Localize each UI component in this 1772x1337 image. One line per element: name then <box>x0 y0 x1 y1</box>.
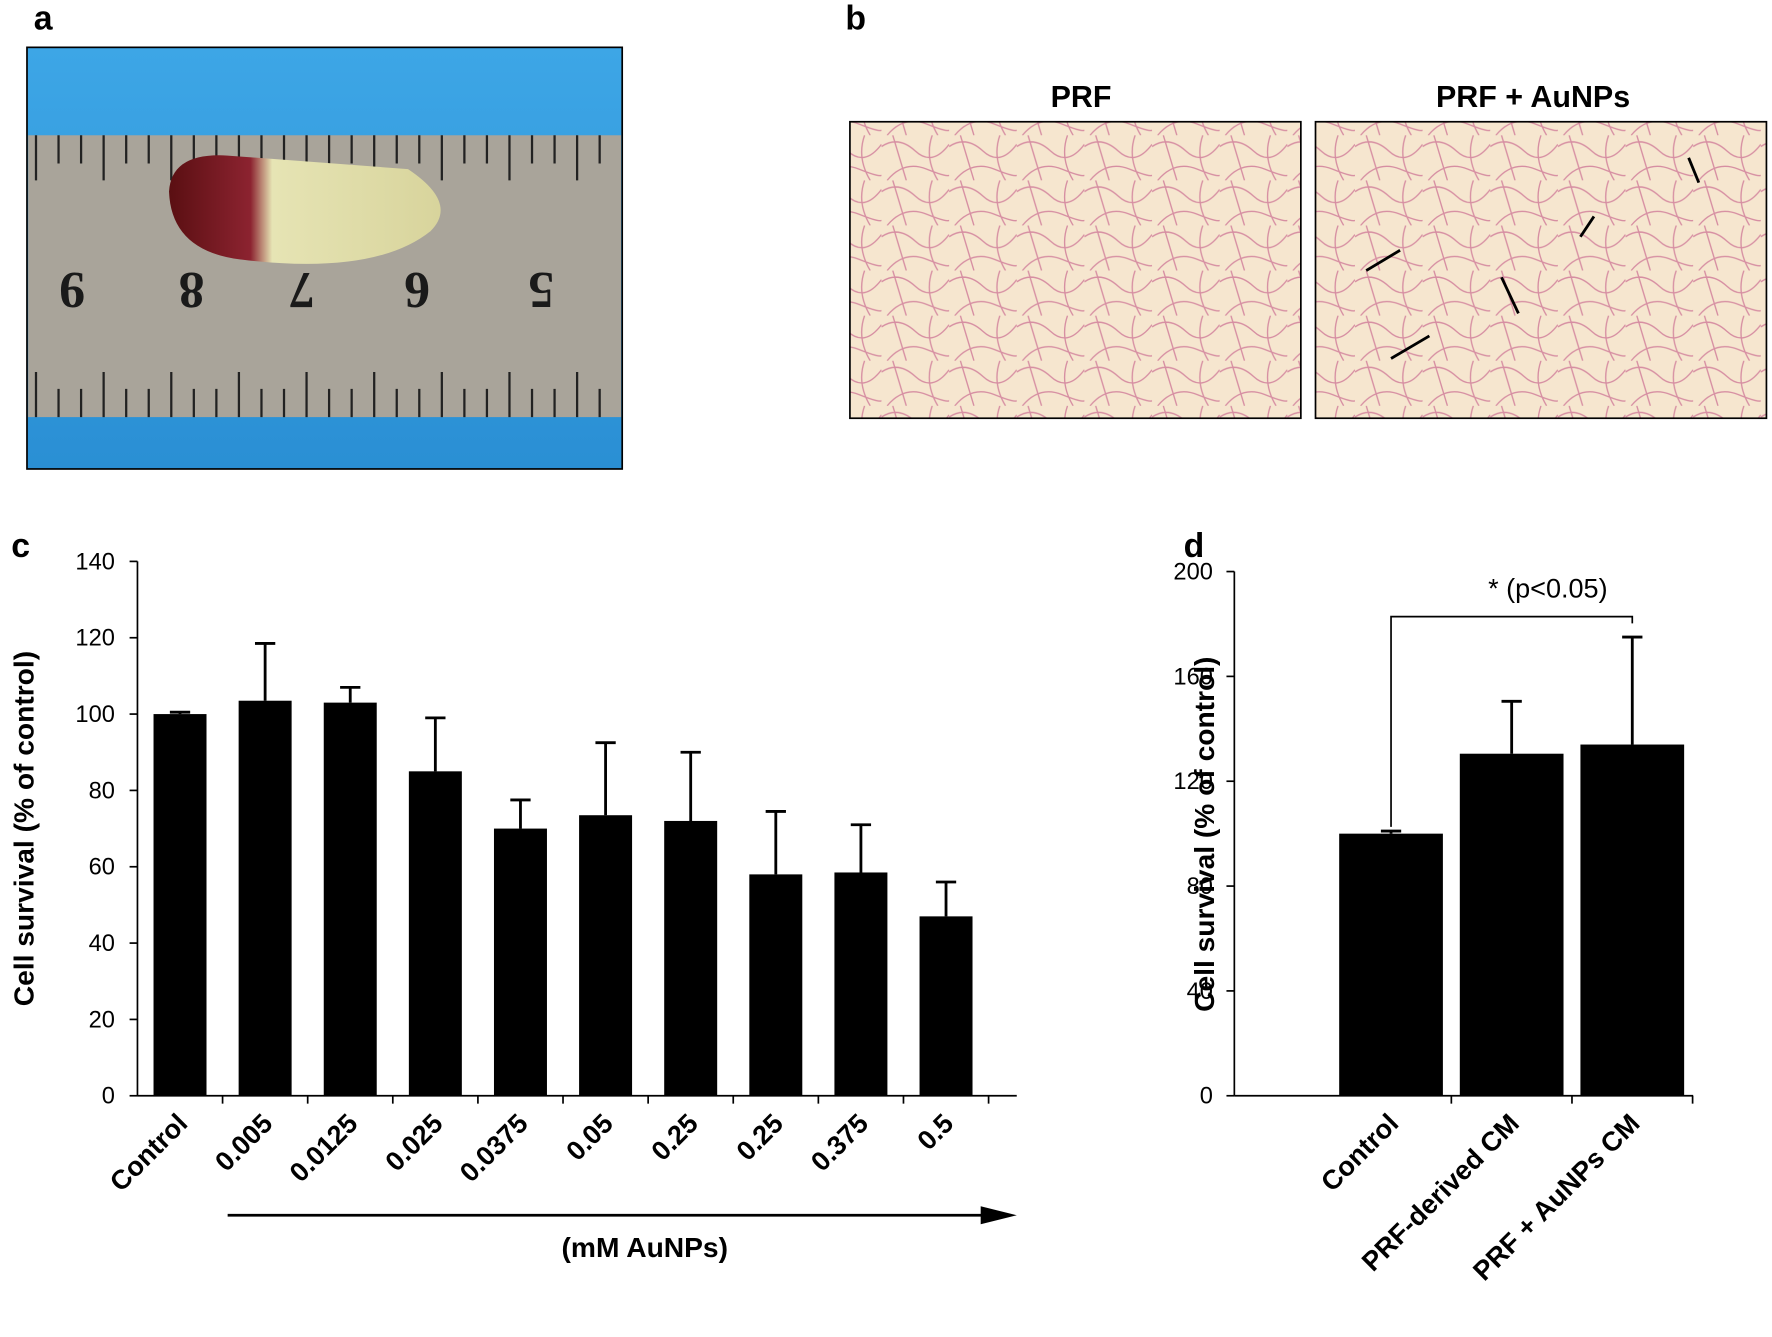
ruler-label: 9 <box>59 261 85 318</box>
panel-label: c <box>11 527 30 565</box>
y-tick-label: 120 <box>75 626 114 652</box>
error-bar <box>254 642 276 701</box>
arrows <box>1365 157 1701 360</box>
micrograph <box>1314 120 1768 420</box>
x-tick-label: Control <box>104 1108 193 1197</box>
error-bar <box>680 750 701 821</box>
y-tick-label: 60 <box>89 855 115 881</box>
photo-title: PRF <box>1051 80 1112 114</box>
y-tick-label: 20 <box>89 1007 115 1033</box>
y-tick-label: 140 <box>75 549 114 575</box>
error-bar <box>850 823 872 873</box>
error-bar <box>510 798 531 829</box>
ruler-label: 5 <box>528 261 554 318</box>
y-tick-label: 200 <box>1173 559 1212 585</box>
error-bar <box>169 710 191 715</box>
bar <box>323 702 377 1096</box>
error-bar <box>935 880 957 917</box>
panel-label: d <box>1184 527 1205 565</box>
error-bar <box>1380 829 1402 834</box>
bar <box>1339 833 1443 1096</box>
bar <box>579 815 633 1096</box>
significance-bracket <box>1390 615 1634 827</box>
bar <box>493 828 547 1096</box>
bar <box>153 714 207 1096</box>
error-bar <box>765 809 786 875</box>
x-tick-label: 0.375 <box>805 1108 874 1177</box>
x-tick-label: 0.25 <box>646 1108 704 1166</box>
arrow-head <box>980 1206 1017 1225</box>
x-tick-label: 0.05 <box>560 1108 618 1166</box>
ruler-label: 6 <box>404 261 430 318</box>
ruler-label: 7 <box>289 261 315 318</box>
photo-title: PRF + AuNPs <box>1436 80 1630 114</box>
y-tick-label: 160 <box>1173 664 1212 690</box>
x-axis-title: (mM AuNPs) <box>562 1231 728 1263</box>
annotation: * (p<0.05) <box>1488 573 1608 603</box>
bar <box>1580 744 1685 1096</box>
x-tick-label: 0.25 <box>731 1108 789 1166</box>
error-bar <box>1622 635 1643 745</box>
y-tick-label: 40 <box>89 931 115 957</box>
y-tick-label: 120 <box>1173 769 1212 795</box>
x-tick-label: 0.5 <box>911 1108 959 1156</box>
bar <box>919 916 973 1096</box>
x-tick-label: 0.025 <box>380 1108 449 1177</box>
bar <box>664 820 718 1096</box>
y-tick-label: 80 <box>89 778 115 804</box>
error-bar <box>1501 699 1522 754</box>
panel-label: b <box>845 0 866 37</box>
y-tick-label: 0 <box>102 1084 115 1110</box>
y-tick-label: 100 <box>75 702 114 728</box>
bar <box>749 874 803 1096</box>
bar <box>408 771 462 1096</box>
photo-a <box>26 46 624 470</box>
y-tick-label: 40 <box>1187 979 1213 1005</box>
x-tick-label: Control <box>1315 1108 1404 1197</box>
y-axis-title: Cell survival (% of control) <box>8 651 40 1006</box>
y-tick-label: 80 <box>1187 874 1213 900</box>
y-tick-label: 0 <box>1200 1084 1213 1110</box>
bar <box>238 700 292 1096</box>
error-bar <box>595 741 616 816</box>
y-axis-title: Cell survival (% of control) <box>1188 657 1220 1012</box>
micrograph <box>849 120 1302 420</box>
ruler-label: 8 <box>179 261 205 318</box>
ruler-labels: 9 8 7 6 5 <box>59 261 554 318</box>
x-tick-label: 0.005 <box>209 1108 278 1177</box>
bar <box>834 872 888 1096</box>
panel-label: a <box>34 0 54 37</box>
error-bar <box>425 716 446 772</box>
x-tick-label: 0.0375 <box>454 1108 534 1188</box>
x-tick-label: 0.0125 <box>284 1108 364 1188</box>
error-bar <box>340 685 361 703</box>
bar <box>1459 753 1564 1096</box>
